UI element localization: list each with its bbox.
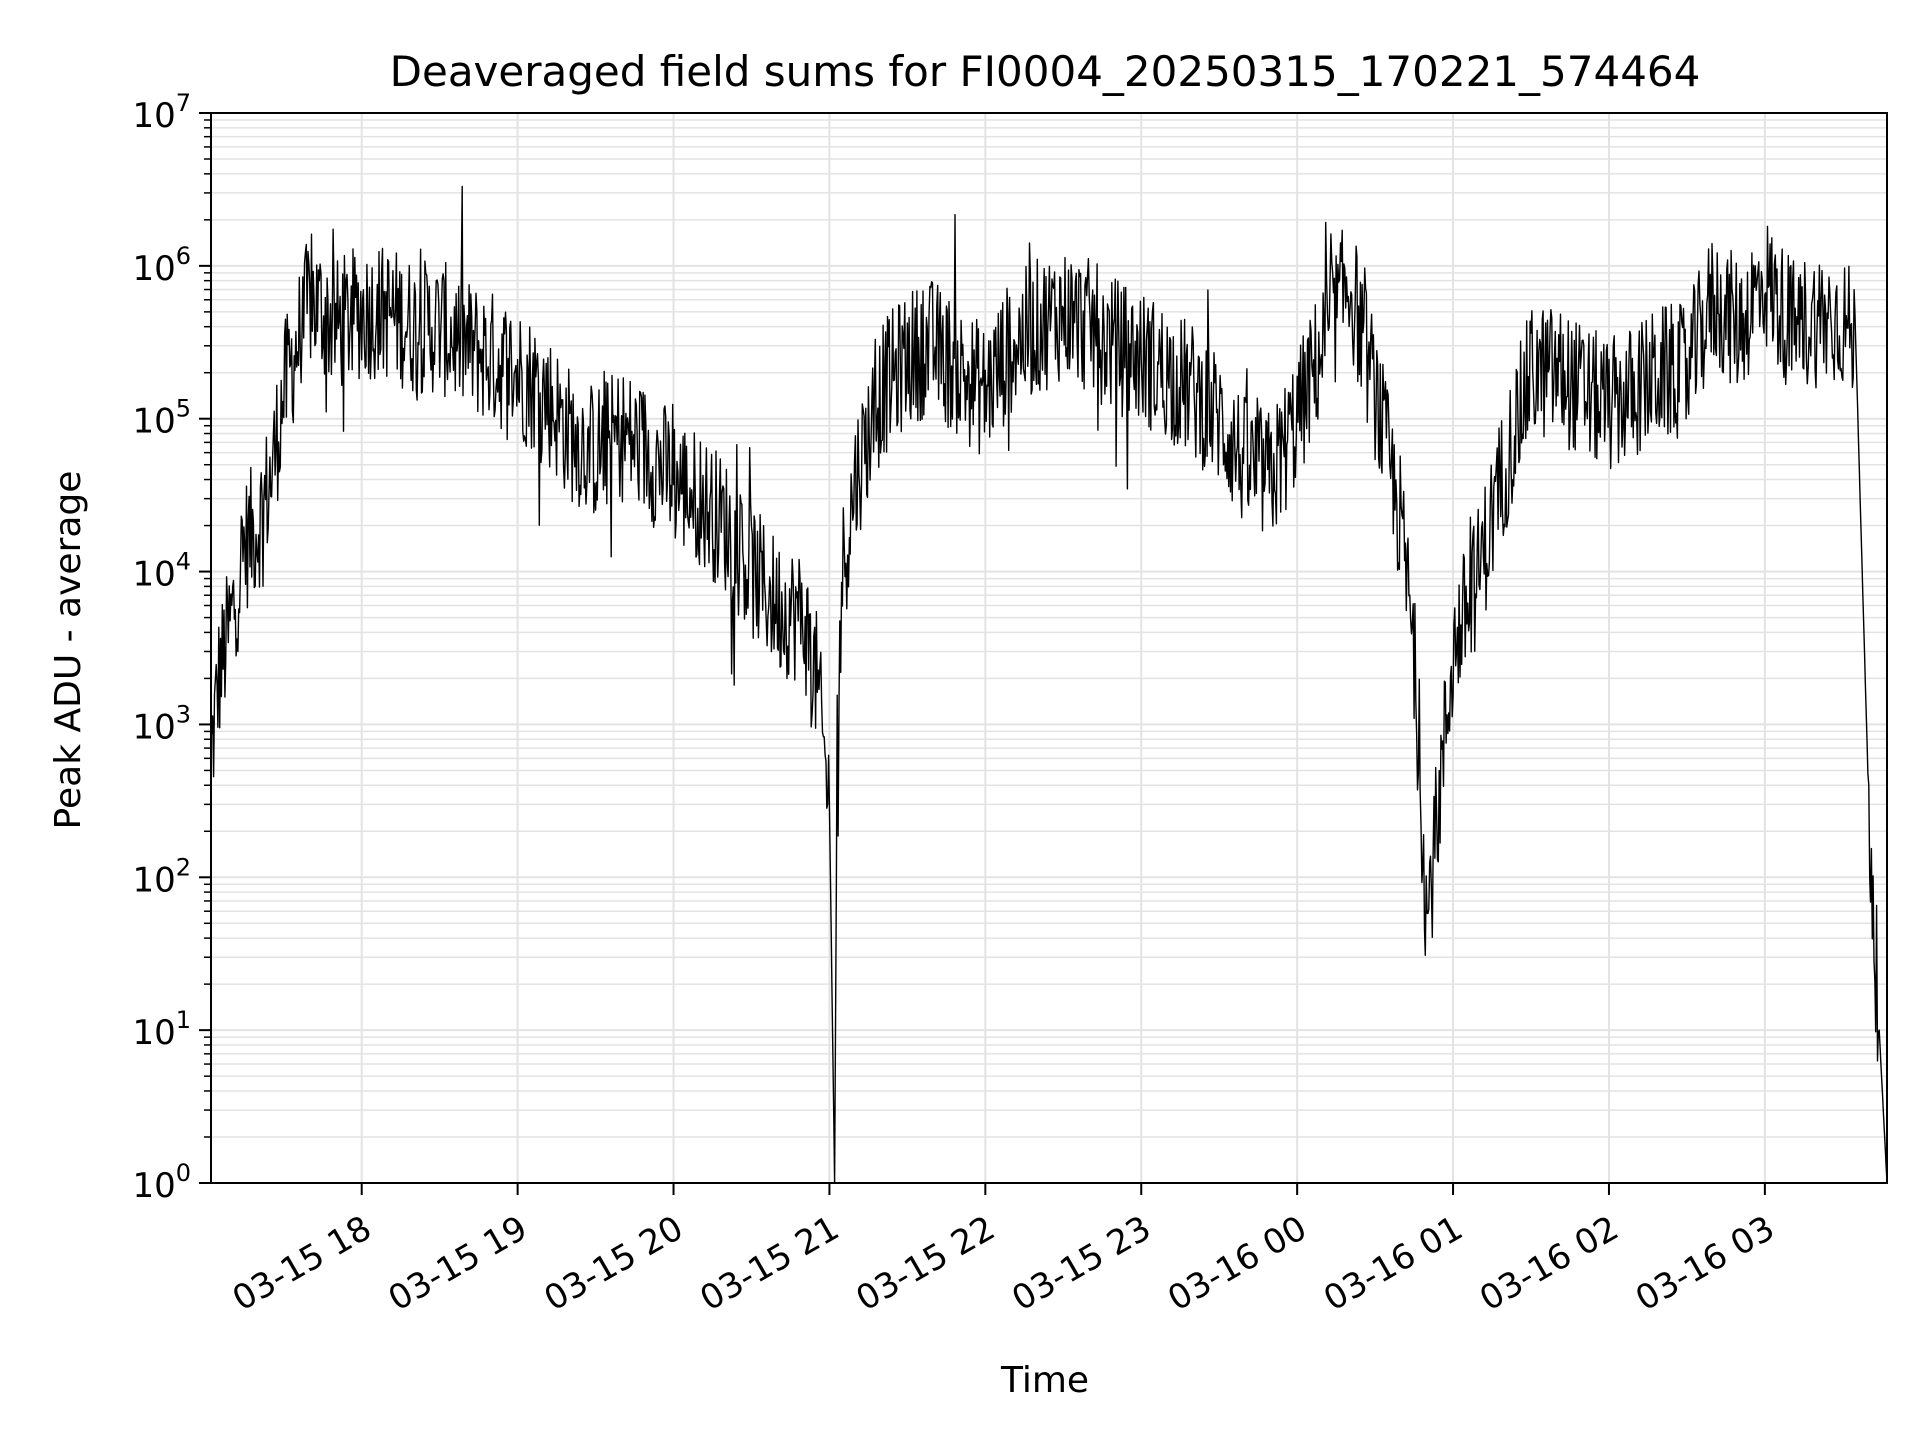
y-tick-exponent: 6 bbox=[176, 242, 191, 270]
y-tick-label: 107 bbox=[132, 89, 191, 136]
series-line bbox=[210, 185, 1888, 1184]
y-tick-base: 10 bbox=[132, 96, 175, 136]
y-tick-exponent: 0 bbox=[176, 1159, 191, 1187]
chart-title: Deaveraged field sums for FI0004_2025031… bbox=[390, 47, 1701, 96]
x-axis-label: Time bbox=[1000, 1360, 1089, 1401]
y-tick-exponent: 2 bbox=[176, 853, 191, 881]
y-tick-label: 105 bbox=[132, 395, 191, 442]
y-tick-label: 104 bbox=[132, 548, 191, 595]
y-tick-label: 106 bbox=[132, 242, 191, 289]
y-tick-base: 10 bbox=[132, 1013, 175, 1053]
y-tick-exponent: 7 bbox=[176, 89, 191, 117]
y-tick-base: 10 bbox=[132, 1166, 175, 1206]
y-tick-base: 10 bbox=[132, 249, 175, 289]
series-line-group bbox=[210, 185, 1888, 1184]
y-tick-exponent: 4 bbox=[176, 548, 191, 576]
y-tick-label: 102 bbox=[132, 853, 191, 900]
y-tick-base: 10 bbox=[132, 555, 175, 595]
y-tick-exponent: 3 bbox=[176, 700, 191, 728]
y-tick-base: 10 bbox=[132, 402, 175, 442]
y-axis-label: Peak ADU - average bbox=[48, 471, 89, 830]
y-tick-exponent: 1 bbox=[176, 1006, 191, 1034]
y-tick-label: 101 bbox=[132, 1006, 191, 1053]
y-tick-label: 100 bbox=[132, 1159, 191, 1206]
y-tick-base: 10 bbox=[132, 860, 175, 900]
y-tick-base: 10 bbox=[132, 707, 175, 747]
y-tick-exponent: 5 bbox=[176, 395, 191, 423]
y-tick-label: 103 bbox=[132, 700, 191, 747]
plot-frame bbox=[210, 112, 1888, 1184]
